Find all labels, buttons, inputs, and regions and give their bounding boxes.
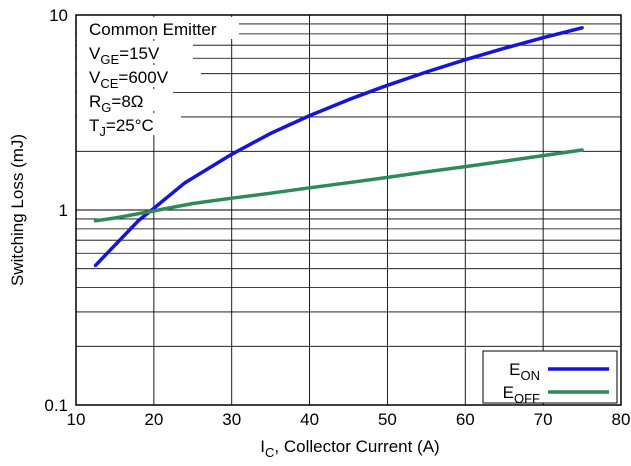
condition-part: R xyxy=(89,92,101,111)
legend-label: EON xyxy=(509,360,540,383)
y-tick-label: 0.1 xyxy=(44,396,68,415)
x-axis-label-sub: C xyxy=(265,445,274,460)
legend-label-main: E xyxy=(509,360,520,379)
plot-frame xyxy=(75,14,622,406)
condition-part: =25°C xyxy=(106,116,154,135)
condition-text: TJ=25°C xyxy=(89,116,154,139)
x-tick-label: 10 xyxy=(67,410,86,429)
x-axis-label-rest: , Collector Current (A) xyxy=(274,437,439,456)
condition-part: V xyxy=(89,44,101,63)
y-axis-ticks: 0.1 1 10 xyxy=(44,6,68,415)
x-tick-label: 50 xyxy=(378,410,397,429)
condition-text: Common Emitter xyxy=(89,20,217,39)
condition-part: V xyxy=(89,68,101,87)
legend-label-sub: OFF xyxy=(514,391,540,406)
x-axis-label-main: I xyxy=(260,437,265,456)
condition-part: =600V xyxy=(118,68,168,87)
x-axis-ticks: 10 20 30 40 50 60 70 80 xyxy=(67,410,631,429)
condition-box xyxy=(77,113,181,135)
x-tick-label: 60 xyxy=(456,410,475,429)
x-tick-label: 70 xyxy=(534,410,553,429)
condition-subscript: J xyxy=(99,124,106,139)
x-axis-label: IC, Collector Current (A) xyxy=(260,437,439,460)
condition-box xyxy=(77,17,239,39)
series-layer xyxy=(93,26,584,268)
y-tick-label: 10 xyxy=(49,6,68,25)
series-line-eoff xyxy=(93,148,584,223)
condition-box xyxy=(77,41,193,63)
condition-part: Common Emitter xyxy=(89,20,217,39)
condition-text: RG=8Ω xyxy=(89,92,144,115)
legend-label: EOFF xyxy=(503,383,540,406)
x-tick-label: 30 xyxy=(222,410,241,429)
condition-subscript: GE xyxy=(100,52,119,67)
condition-box xyxy=(77,89,173,111)
x-tick-label: 80 xyxy=(612,410,631,429)
x-tick-label: 20 xyxy=(144,410,163,429)
condition-text: VGE=15V xyxy=(89,44,160,67)
condition-text: VCE=600V xyxy=(89,68,169,91)
condition-subscript: G xyxy=(101,100,111,115)
legend-label-sub: ON xyxy=(521,368,541,383)
legend-label-main: E xyxy=(503,383,514,402)
legend-box xyxy=(482,350,618,404)
y-axis-label: Switching Loss (mJ) xyxy=(8,134,27,286)
condition-part: =15V xyxy=(119,44,160,63)
y-tick-label: 1 xyxy=(59,201,68,220)
condition-part: =8Ω xyxy=(111,92,143,111)
x-tick-label: 40 xyxy=(300,410,319,429)
condition-part: T xyxy=(89,116,99,135)
conditions-panel: Common EmitterVGE=15VVCE=600VRG=8ΩTJ=25°… xyxy=(77,17,239,139)
condition-box xyxy=(77,65,201,87)
series-line-eon xyxy=(93,26,584,268)
condition-subscript: CE xyxy=(100,76,118,91)
